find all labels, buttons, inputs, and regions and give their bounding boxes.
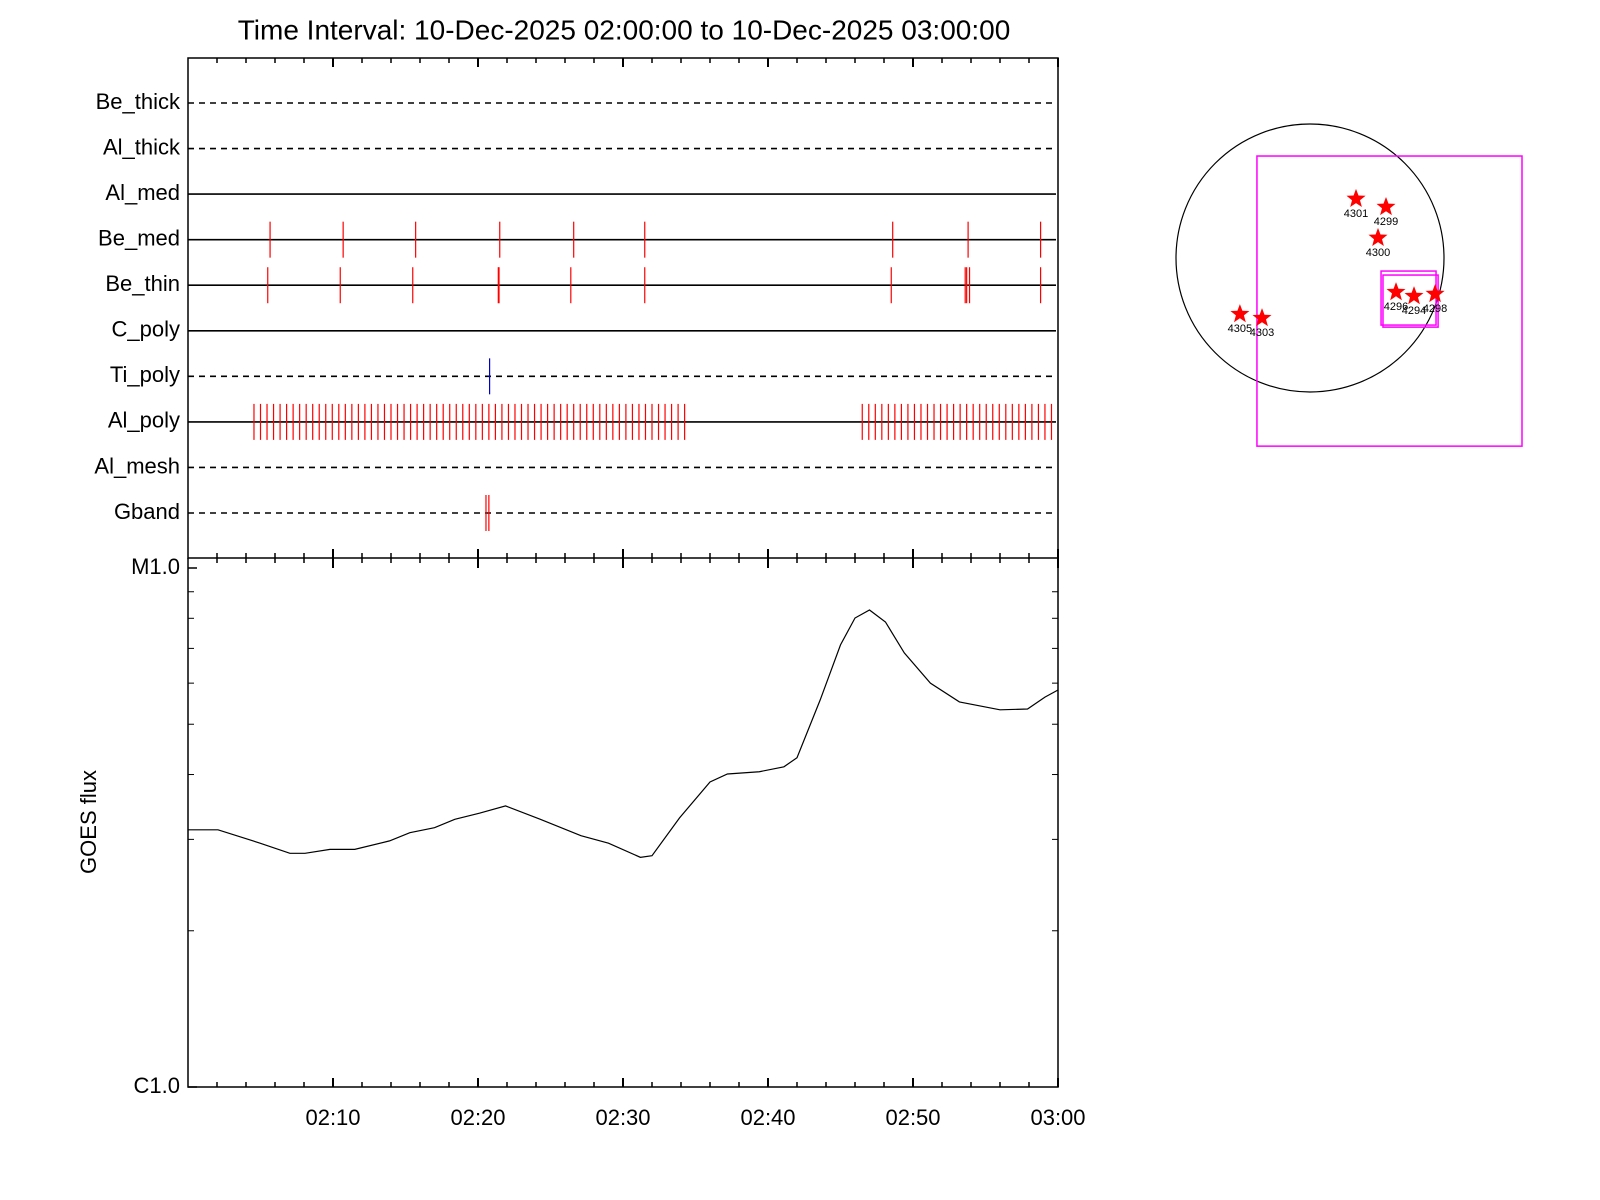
active-region <box>1376 197 1396 216</box>
active-region <box>1404 286 1424 305</box>
active-region <box>1368 227 1388 246</box>
row-label: Al_poly <box>108 408 180 433</box>
x-tick-label: 02:50 <box>885 1105 940 1130</box>
x-tick-label: 02:40 <box>740 1105 795 1130</box>
y-tick-label: C1.0 <box>134 1073 180 1098</box>
region-label: 4299 <box>1374 216 1398 228</box>
x-tick-label: 02:10 <box>305 1105 360 1130</box>
plot-frame <box>187 57 1059 559</box>
region-label: 4303 <box>1250 327 1274 339</box>
region-label: 4301 <box>1344 208 1368 220</box>
y-axis-label: GOES flux <box>76 770 101 874</box>
row-label: Be_thin <box>105 271 180 296</box>
chart-title: Time Interval: 10-Dec-2025 02:00:00 to 1… <box>238 14 1011 45</box>
plot-frame <box>187 558 1059 1088</box>
active-region <box>1346 188 1366 207</box>
row-label: Be_thick <box>96 89 181 114</box>
row-label: Al_med <box>105 180 180 205</box>
x-tick-label: 03:00 <box>1030 1105 1085 1130</box>
solar-disk <box>1175 123 1445 393</box>
region-label: 4305 <box>1228 323 1252 335</box>
region-label: 4296 <box>1384 301 1408 313</box>
active-region <box>1386 282 1406 301</box>
region-label: 4294 <box>1402 305 1426 317</box>
row-label: C_poly <box>112 317 180 342</box>
region-label: 4300 <box>1366 247 1390 259</box>
flux-line <box>188 609 1059 858</box>
active-region <box>1425 284 1445 303</box>
active-region <box>1230 304 1250 323</box>
fov-box <box>1256 155 1523 447</box>
row-label: Al_thick <box>103 134 181 159</box>
row-label: Al_mesh <box>94 453 180 478</box>
row-label: Be_med <box>98 225 180 250</box>
y-tick-label: M1.0 <box>131 554 180 579</box>
x-tick-label: 02:20 <box>450 1105 505 1130</box>
fov-box <box>1382 274 1439 328</box>
active-region <box>1252 308 1272 327</box>
x-tick-label: 02:30 <box>595 1105 650 1130</box>
row-label: Gband <box>114 499 180 524</box>
region-label: 4298 <box>1423 303 1447 315</box>
row-label: Ti_poly <box>110 362 180 387</box>
